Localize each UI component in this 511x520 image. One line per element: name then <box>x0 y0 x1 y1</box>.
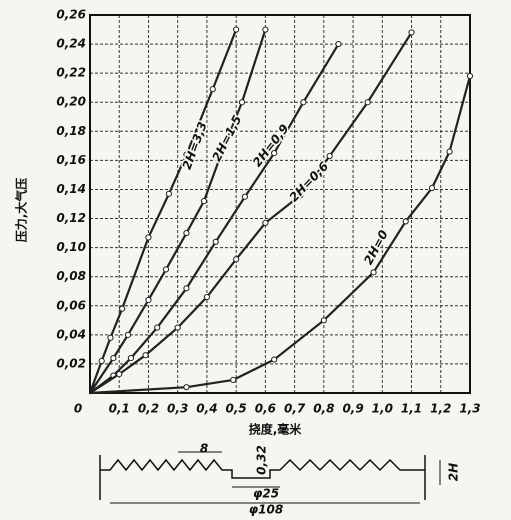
y-tick-label: 0,18 <box>56 124 86 138</box>
outer-diameter-label: φ108 <box>249 503 283 517</box>
y-axis-label: 压力,大气压 <box>14 178 29 243</box>
y-tick-label: 0,12 <box>56 211 86 225</box>
data-point <box>262 219 269 226</box>
y-tick-label: 0,26 <box>56 8 86 22</box>
data-point <box>165 190 173 197</box>
data-point <box>446 148 453 155</box>
data-point <box>238 99 246 106</box>
data-point <box>320 317 327 324</box>
x-tick-label: 1,0 <box>372 402 393 416</box>
data-point <box>408 29 415 36</box>
data-point <box>116 371 123 378</box>
data-point <box>466 72 474 80</box>
y-tick-label: 0,20 <box>56 95 86 109</box>
data-point <box>98 357 105 365</box>
data-point <box>230 376 237 384</box>
data-point <box>233 26 240 33</box>
data-point <box>174 324 181 331</box>
data-point <box>107 334 114 341</box>
x-tick-label: 0,6 <box>255 402 276 416</box>
data-point <box>145 296 152 304</box>
y-tick-label: 0,08 <box>56 269 86 283</box>
y-tick-label: 0,10 <box>56 240 86 254</box>
data-point <box>162 266 170 273</box>
x-tick-label: 1,2 <box>430 402 451 416</box>
series-line <box>89 75 472 395</box>
data-point <box>203 293 211 301</box>
y-tick-label: 0,24 <box>56 37 86 51</box>
membrane <box>100 458 425 479</box>
x-tick-label: 0,8 <box>313 402 334 416</box>
inner-diameter-label: φ25 <box>253 487 279 501</box>
y-tick-label: 0,06 <box>56 298 86 312</box>
x-tick-label: 1,3 <box>459 402 480 416</box>
data-point <box>428 184 436 192</box>
data-point <box>262 26 269 33</box>
data-point <box>127 355 135 362</box>
y-tick-label: 0,04 <box>56 327 86 341</box>
data-point <box>364 99 371 106</box>
data-point <box>154 324 161 331</box>
y-tick-label: 0,16 <box>56 153 86 167</box>
x-tick-label: 1,1 <box>401 402 422 416</box>
data-point <box>110 355 117 362</box>
data-point <box>297 192 304 199</box>
data-point <box>183 285 190 292</box>
data-point <box>271 150 278 157</box>
series-line <box>89 29 267 394</box>
plot-frame <box>89 14 471 394</box>
data-point <box>183 384 190 391</box>
data-point <box>183 229 190 237</box>
y-tick-label: 0,14 <box>56 182 86 196</box>
data-point <box>119 305 126 312</box>
data-point <box>200 197 208 205</box>
data-point <box>241 193 249 200</box>
thickness-label: 0,32 <box>255 445 269 475</box>
data-point <box>145 234 152 241</box>
x-tick-label: 0,3 <box>167 402 188 416</box>
data-point <box>209 86 216 93</box>
data-point <box>212 238 219 245</box>
pitch-label: 8 <box>200 442 208 456</box>
data-point <box>124 331 132 338</box>
data-point <box>183 151 190 158</box>
data-point <box>233 256 240 263</box>
height-label: 2H <box>447 463 461 481</box>
y-tick-label: 0,02 <box>56 356 86 370</box>
diagram <box>99 451 441 504</box>
data-point <box>271 356 278 363</box>
data-point <box>402 218 409 225</box>
x-tick-label: 0,5 <box>226 402 247 416</box>
x-tick-label: 0,9 <box>342 402 363 416</box>
x-tick-label: 0,2 <box>138 402 159 416</box>
x-axis-label: 挠度,毫米 <box>249 422 303 437</box>
data-point <box>142 352 149 359</box>
x-tick-label: 0,1 <box>109 402 130 416</box>
x-tick-label: 0,7 <box>284 402 306 416</box>
data-point <box>326 152 333 160</box>
x-tick-label: 0 <box>74 402 82 416</box>
data-point <box>335 40 342 48</box>
data-point <box>300 99 307 106</box>
y-tick-label: 0,22 <box>56 66 86 80</box>
series-line <box>89 43 340 394</box>
x-tick-label: 0,4 <box>196 402 217 416</box>
data-point <box>370 269 377 276</box>
data-point <box>218 150 225 157</box>
